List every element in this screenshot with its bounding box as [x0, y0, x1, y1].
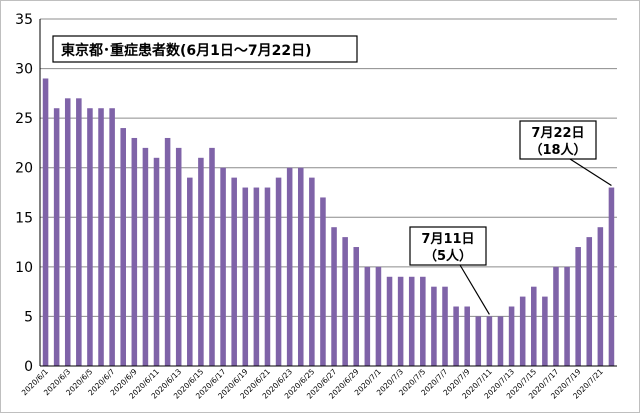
bar [597, 227, 604, 366]
bar [231, 177, 237, 366]
bar [76, 98, 82, 367]
bar [408, 276, 415, 366]
bar [131, 137, 138, 366]
bar [198, 157, 204, 366]
bar [375, 266, 382, 366]
bar [420, 276, 426, 366]
annotation-callout: 7月22日（18人） [519, 120, 612, 187]
bar [519, 296, 526, 366]
y-tick-label: 20 [15, 161, 33, 177]
bar [508, 306, 515, 366]
annotation-date: 7月22日 [531, 126, 584, 141]
bar [320, 197, 326, 366]
bar [175, 147, 182, 366]
y-tick-label: 0 [24, 359, 33, 375]
bar [564, 266, 570, 366]
chart-title: 東京都･重症患者数(6月1日～7月22日) [61, 42, 312, 59]
annotation-count: （18人） [529, 142, 586, 158]
bar [486, 316, 493, 366]
annotation-leader [569, 158, 612, 187]
bar [109, 108, 115, 366]
bar [608, 187, 615, 366]
bar [98, 108, 104, 366]
bar [120, 128, 126, 366]
bar [386, 276, 393, 366]
bar [64, 98, 71, 367]
bars [42, 78, 615, 367]
annotation-count: （5人） [424, 248, 472, 264]
bar [242, 187, 249, 366]
annotation-callout: 7月11日（5人） [409, 226, 490, 315]
bar [542, 296, 548, 366]
bar [164, 137, 171, 366]
bar [264, 187, 271, 366]
bar [431, 286, 437, 366]
bar [253, 187, 260, 366]
title-box: 東京都･重症患者数(6月1日～7月22日) [52, 35, 358, 63]
axes [39, 19, 617, 367]
bar [342, 237, 348, 366]
bar [209, 147, 215, 366]
bar [286, 167, 293, 366]
bar [275, 177, 282, 366]
bar [464, 306, 470, 366]
bar [497, 316, 504, 366]
bar [153, 157, 160, 366]
bar [364, 266, 371, 366]
annotations: 7月11日（5人） 7月22日（18人） [409, 120, 612, 315]
y-tick-label: 35 [15, 12, 33, 28]
annotation-date: 7月11日 [421, 232, 474, 247]
annotation-leader [459, 264, 490, 315]
annotation-box [409, 226, 487, 266]
bar [397, 276, 404, 366]
bar [586, 237, 593, 366]
bar [453, 306, 459, 366]
y-tick-label: 25 [15, 111, 33, 127]
y-tick-label: 10 [15, 260, 33, 276]
y-tick-label: 30 [15, 62, 33, 78]
bar [575, 247, 581, 366]
bar [42, 78, 49, 366]
bar [353, 247, 360, 366]
annotation-box [519, 120, 597, 160]
bar [87, 108, 93, 366]
bar [442, 286, 448, 366]
bar [187, 177, 193, 366]
y-tick-label: 15 [15, 210, 33, 226]
bar [142, 147, 149, 366]
bar [297, 167, 304, 366]
bar [220, 167, 226, 366]
y-axis-ticks: 0 5 10 15 20 25 30 35 [15, 12, 33, 375]
bar [531, 286, 537, 366]
bar [309, 177, 315, 366]
bar [553, 266, 559, 366]
bar [331, 227, 337, 366]
y-tick-label: 5 [24, 309, 33, 325]
bar [53, 108, 60, 366]
bar [475, 316, 482, 366]
